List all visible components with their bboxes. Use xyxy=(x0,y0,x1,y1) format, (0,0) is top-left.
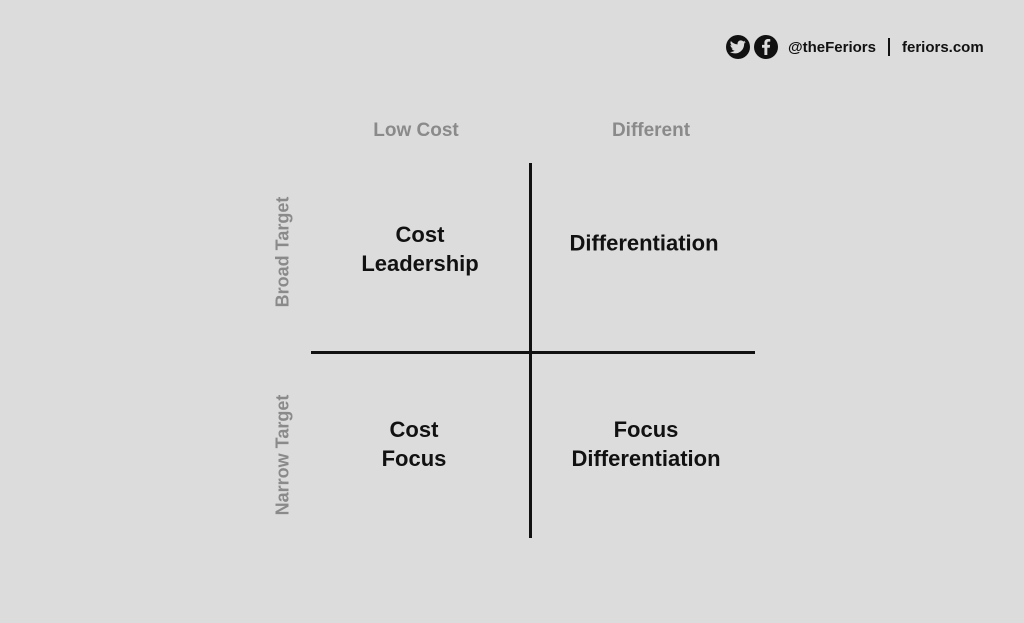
quadrant-label-line: Focus xyxy=(381,446,447,471)
quadrant-cost-leadership: Cost Leadership xyxy=(311,220,529,278)
social-handle[interactable]: @theFeriors xyxy=(788,38,876,56)
vertical-axis-line xyxy=(529,163,532,538)
quadrant-label-line: Differentiation xyxy=(569,230,719,256)
branding: @theFeriors feriors.com xyxy=(726,34,984,60)
quadrant-focus-differentiation: Focus Differentiation xyxy=(537,415,755,473)
website-link[interactable]: feriors.com xyxy=(901,38,984,56)
row-header-narrow-target: Narrow Target xyxy=(272,394,293,516)
quadrant-label-line: Cost xyxy=(395,222,445,247)
quadrant-cost-focus: Cost Focus xyxy=(305,415,523,473)
quadrant-label-line: Cost xyxy=(389,417,439,442)
quadrant-differentiation: Differentiation xyxy=(535,229,753,258)
quadrant-label-line: Focus xyxy=(613,417,679,442)
facebook-icon[interactable] xyxy=(754,35,778,59)
horizontal-axis-line xyxy=(311,351,755,354)
quadrant-label-line: Differentiation xyxy=(571,446,721,471)
separator xyxy=(887,38,890,56)
column-header-different: Different xyxy=(611,120,691,141)
twitter-icon[interactable] xyxy=(726,35,750,59)
quadrant-label-line: Leadership xyxy=(361,251,479,276)
column-header-low-cost: Low Cost xyxy=(373,120,459,141)
row-header-broad-target: Broad Target xyxy=(272,196,293,308)
